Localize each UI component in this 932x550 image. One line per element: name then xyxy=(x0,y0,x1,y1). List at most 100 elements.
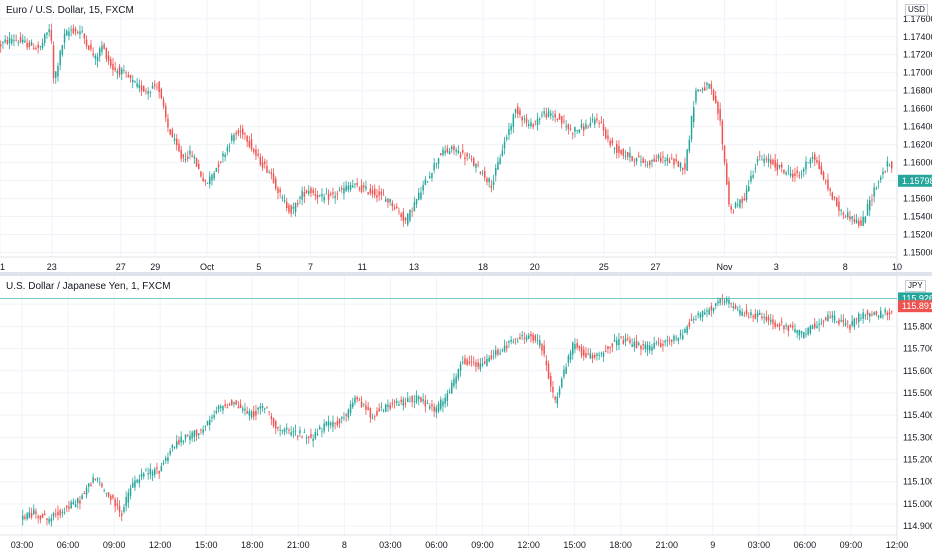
time-tick-label: 11 xyxy=(358,262,367,272)
candle-body xyxy=(332,421,334,428)
candle-body xyxy=(110,495,112,501)
candle-body xyxy=(220,161,222,163)
candle-body xyxy=(323,196,325,201)
candle-body xyxy=(842,319,845,323)
candle-body xyxy=(325,193,328,195)
candle-body xyxy=(781,164,783,168)
candle-body xyxy=(413,400,416,403)
candle-body xyxy=(345,185,347,192)
candle-body xyxy=(567,124,570,130)
candle-body xyxy=(250,411,253,418)
candle-body xyxy=(358,399,361,401)
candle-body xyxy=(627,338,629,340)
candle-body xyxy=(376,410,378,416)
pane-divider[interactable] xyxy=(0,272,932,276)
candle-body xyxy=(283,200,286,202)
candle-body xyxy=(352,185,354,188)
candle-body xyxy=(316,195,319,199)
candle-body xyxy=(77,498,79,504)
candle-body xyxy=(272,417,275,426)
candle-body xyxy=(655,342,658,344)
eurusd-chart-panel[interactable]: 1.17600 1.17400 1.17200 1.17000 1.16800 1.166… xyxy=(0,0,932,272)
candle-body xyxy=(519,337,521,340)
eurusd-chart[interactable]: 1.17600 1.17400 1.17200 1.17000 1.16800 1.166… xyxy=(0,0,932,272)
candle-body xyxy=(13,40,15,42)
candle-body xyxy=(132,482,134,488)
candle-body xyxy=(162,99,165,107)
candle-body xyxy=(59,50,61,66)
candle-body xyxy=(765,158,768,160)
candle-body xyxy=(440,399,442,409)
usdjpy-chart-panel[interactable]: 115.900115.800115.700115.600115.500115.4… xyxy=(0,276,932,550)
candle-body xyxy=(88,45,90,50)
candle-body xyxy=(77,31,79,33)
candle-body xyxy=(50,518,53,522)
candle-body xyxy=(508,340,510,343)
candle-body xyxy=(46,32,48,35)
candle-body xyxy=(492,355,495,357)
candle-body xyxy=(547,111,550,117)
candle-body xyxy=(794,329,796,333)
candle-body xyxy=(543,111,545,114)
candle-body xyxy=(101,483,103,487)
candle-body xyxy=(530,333,532,337)
price-tick-label: 115.300 xyxy=(903,432,932,442)
candle-body xyxy=(61,44,64,55)
candle-body xyxy=(147,473,149,475)
price-tick-label: 115.400 xyxy=(903,410,932,420)
candle-body xyxy=(688,139,691,151)
candle-body xyxy=(314,432,317,439)
candle-body xyxy=(455,376,457,384)
candle-body xyxy=(198,163,200,170)
candle-body xyxy=(321,194,323,197)
candle-body xyxy=(451,146,453,150)
candle-body xyxy=(145,470,147,472)
candle-body xyxy=(512,341,515,343)
candle-body xyxy=(44,513,46,516)
candle-body xyxy=(462,361,464,363)
candle-body xyxy=(312,438,314,441)
candle-body xyxy=(319,194,321,196)
candle-body xyxy=(286,201,288,209)
candle-body xyxy=(776,163,779,171)
candle-body xyxy=(103,489,105,491)
candle-body xyxy=(737,309,739,311)
candle-body xyxy=(189,150,191,155)
candle-body xyxy=(321,431,323,433)
candle-body xyxy=(74,504,77,508)
candle-body xyxy=(730,206,732,210)
candle-body xyxy=(176,138,178,146)
candle-body xyxy=(814,323,816,328)
candle-body xyxy=(154,469,156,475)
candle-body xyxy=(261,161,264,168)
candle-body xyxy=(613,339,616,342)
candle-body xyxy=(167,118,169,128)
candle-body xyxy=(147,91,149,94)
candle-body xyxy=(382,194,385,196)
candle-body xyxy=(523,118,526,120)
candle-body xyxy=(690,319,693,322)
candle-body xyxy=(825,180,827,182)
candle-body xyxy=(666,339,669,342)
time-tick-label: 21 xyxy=(0,262,5,272)
candle-body xyxy=(352,402,354,408)
candle-body xyxy=(649,160,651,165)
usdjpy-chart[interactable]: 115.900115.800115.700115.600115.500115.4… xyxy=(0,276,932,550)
candle-body xyxy=(290,205,292,214)
candle-body xyxy=(446,393,449,402)
candle-body xyxy=(365,405,367,411)
candle-body xyxy=(180,150,182,159)
candle-body xyxy=(257,407,259,410)
candle-body xyxy=(642,343,644,346)
candle-body xyxy=(596,118,598,121)
candle-body xyxy=(431,173,433,178)
candle-body xyxy=(74,28,77,32)
time-tick-label: 23 xyxy=(47,262,57,272)
candle-body xyxy=(209,176,211,185)
candle-body xyxy=(52,512,55,517)
price-tick-label: 1.15200 xyxy=(903,230,932,240)
candle-body xyxy=(484,170,486,178)
candle-body xyxy=(517,340,519,342)
candle-body xyxy=(85,488,88,496)
candle-body xyxy=(48,518,50,523)
